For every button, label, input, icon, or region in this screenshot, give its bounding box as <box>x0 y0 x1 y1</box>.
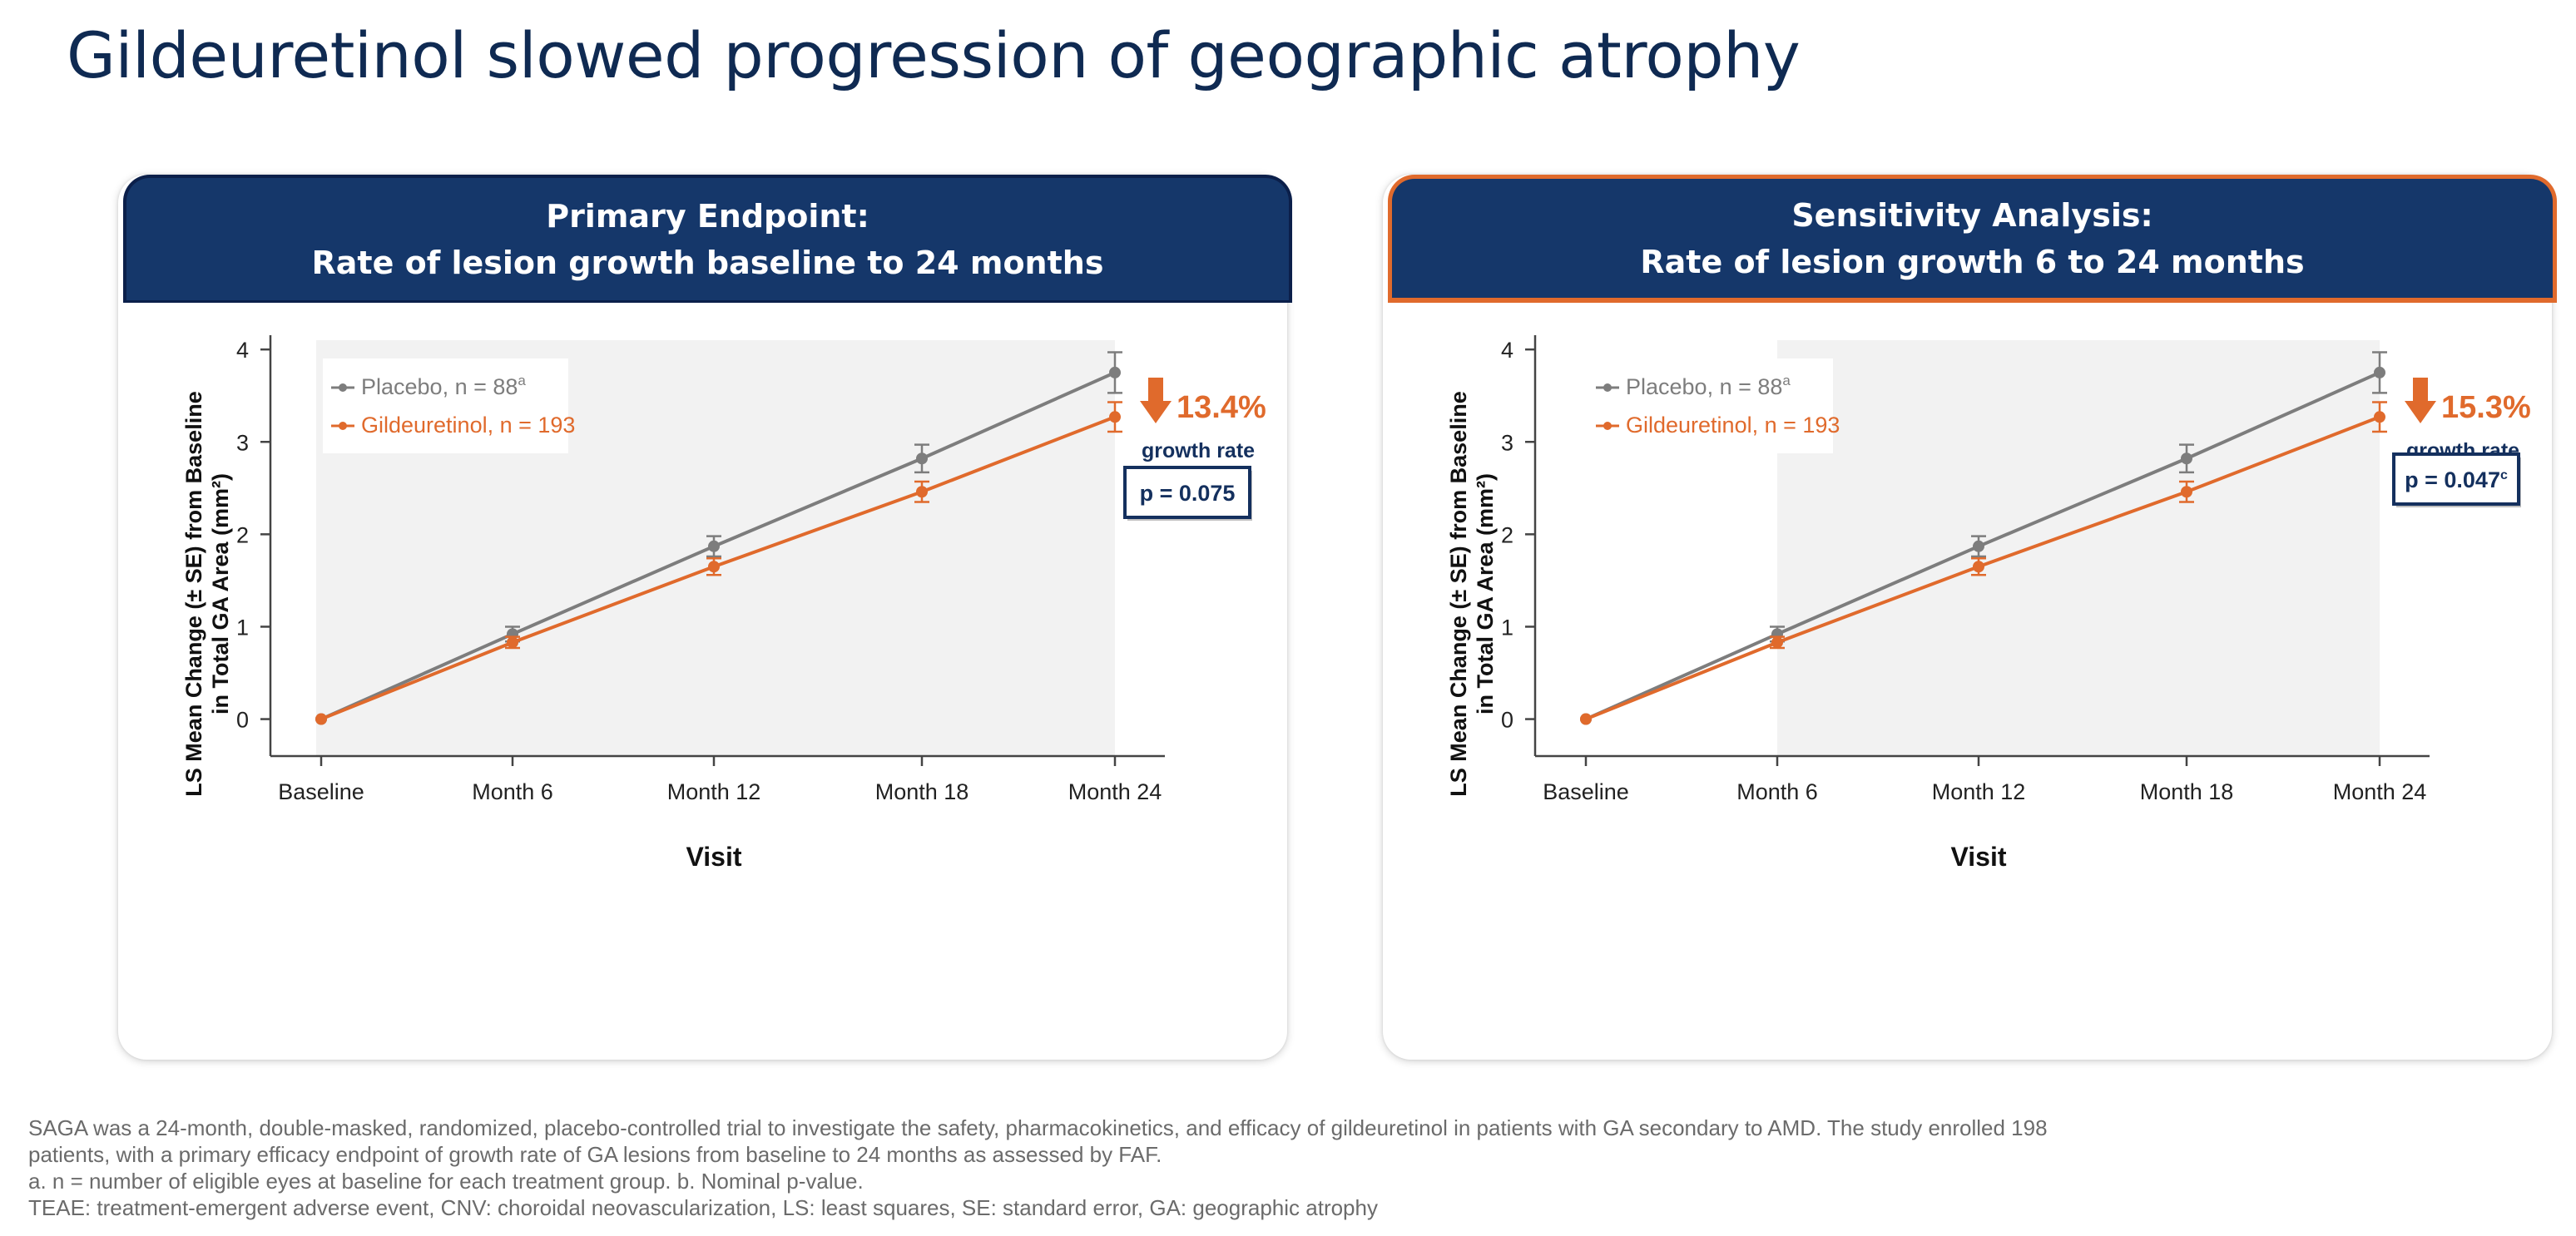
data-point-gildeuretinol <box>2181 486 2192 498</box>
legend-swatch-dot <box>339 422 347 430</box>
down-arrow-icon <box>1140 378 1172 423</box>
primary-endpoint-panel: Primary Endpoint: Rate of lesion growth … <box>118 175 1292 1060</box>
y-tick-label: 1 <box>1501 615 1513 640</box>
sensitivity-analysis-panel: Sensitivity Analysis: Rate of lesion gro… <box>1383 175 2557 1060</box>
data-point-gildeuretinol <box>2374 411 2385 423</box>
legend-series-name: Gildeuretinol <box>361 413 488 438</box>
y-tick-label: 0 <box>1501 708 1513 733</box>
data-point-gildeuretinol <box>708 561 720 573</box>
footnote-line-2: patients, with a primary efficacy endpoi… <box>28 1142 1162 1167</box>
legend-entry-gildeuretinol: Gildeuretinol, n = 193 <box>1626 413 1840 438</box>
x-tick-label: Month 24 <box>2333 779 2427 804</box>
legend-entry-placebo: Placebo, n = 88a <box>361 373 526 399</box>
data-point-placebo <box>916 452 928 465</box>
data-point-placebo <box>2181 452 2192 465</box>
sensitivity-analysis-header: Sensitivity Analysis: Rate of lesion gro… <box>1388 175 2557 303</box>
p-value-box <box>1123 466 1251 519</box>
data-point-gildeuretinol <box>1109 411 1121 423</box>
y-tick-label: 4 <box>236 338 249 363</box>
data-point-placebo <box>1109 366 1121 378</box>
y-axis-title: LS Mean Change (± SE) from Baseline <box>181 391 206 796</box>
primary-endpoint-chart: 0 1 2 3 4 Baseline Month 6 Month 12 Month 18 Mont… <box>181 335 1266 872</box>
p-value-box <box>2392 452 2520 506</box>
y-axis-title-line-2: in Total GA Area (mm²) <box>1473 473 1498 714</box>
x-tick-label: Month 18 <box>2140 779 2234 804</box>
data-point-gildeuretinol <box>1973 561 1984 573</box>
x-tick-label: Month 24 <box>1068 779 1162 804</box>
legend-swatch-dot <box>339 383 347 392</box>
p-value-superscript: c <box>2500 468 2508 482</box>
y-axis-title-line-2: in Total GA Area (mm²) <box>208 473 233 714</box>
legend-n-label: , n = 193 <box>488 413 576 438</box>
header-line-2: Rate of lesion growth baseline to 24 mon… <box>311 244 1104 281</box>
legend-n-label: , n = 88 <box>443 374 518 399</box>
footnote-line-1: SAGA was a 24-month, double-masked, rand… <box>28 1115 2048 1140</box>
p-value: p = 0.047 <box>2405 467 2500 492</box>
legend-series-name: Gildeuretinol <box>1626 413 1752 438</box>
y-tick-label: 2 <box>1501 522 1513 547</box>
legend-series-name: Placebo <box>1626 374 1707 399</box>
data-point-gildeuretinol <box>507 636 518 649</box>
x-tick-label: Baseline <box>278 779 364 804</box>
x-tick-label: Month 18 <box>875 779 969 804</box>
legend-series-name: Placebo <box>361 374 443 399</box>
legend-swatch-dot <box>1603 383 1612 392</box>
footnote-line-4: TEAE: treatment-emergent adverse event, … <box>28 1195 1378 1220</box>
data-point-placebo <box>708 540 720 552</box>
reduction-value: 13.4% <box>1177 390 1266 425</box>
y-axis-title: LS Mean Change (± SE) from Baseline <box>1446 391 1471 796</box>
data-point-placebo <box>1973 540 1984 552</box>
y-tick-label: 3 <box>1501 430 1513 455</box>
x-tick-label: Month 6 <box>472 779 553 804</box>
x-tick-label: Month 12 <box>667 779 761 804</box>
x-tick-label: Month 12 <box>1932 779 2026 804</box>
primary-endpoint-header: Primary Endpoint: Rate of lesion growth … <box>123 175 1292 303</box>
legend-superscript: a <box>1782 373 1791 388</box>
y-tick-label: 3 <box>236 430 249 455</box>
x-axis-title: Visit <box>1951 842 2007 872</box>
sensitivity-analysis-chart: 0 1 2 3 4 Baseline Month 6 Month 12 Month 18 Mont… <box>1446 335 2531 872</box>
data-point-gildeuretinol <box>315 713 327 725</box>
data-point-placebo <box>2374 366 2385 378</box>
reduction-value: 15.3% <box>2441 390 2531 425</box>
header-line-2: Rate of lesion growth 6 to 24 months <box>1640 243 2305 280</box>
header-line-1: Primary Endpoint: <box>546 197 869 235</box>
x-tick-label: Baseline <box>1543 779 1629 804</box>
legend-n-label: , n = 193 <box>1752 413 1840 438</box>
y-tick-label: 0 <box>236 708 249 733</box>
p-value: p = 0.075 <box>1140 481 1236 506</box>
legend-box <box>323 358 568 453</box>
slide-title: Gildeuretinol slowed progression of geog… <box>67 18 1801 92</box>
legend-superscript: a <box>518 373 526 388</box>
y-tick-label: 2 <box>236 522 249 547</box>
x-tick-label: Month 6 <box>1736 779 1818 804</box>
y-tick-label: 1 <box>236 615 249 640</box>
data-point-gildeuretinol <box>1580 713 1592 725</box>
data-point-gildeuretinol <box>916 486 928 498</box>
data-point-gildeuretinol <box>1771 636 1783 649</box>
legend-n-label: , n = 88 <box>1707 374 1783 399</box>
p-value-text: p = 0.075 <box>1140 481 1236 506</box>
header-line-1: Sensitivity Analysis: <box>1791 196 2153 234</box>
footnote-line-3: a. n = number of eligible eyes at baseli… <box>28 1169 864 1194</box>
legend-entry-placebo: Placebo, n = 88a <box>1626 373 1791 399</box>
x-axis-title: Visit <box>686 842 742 872</box>
legend-entry-gildeuretinol: Gildeuretinol, n = 193 <box>361 413 575 438</box>
p-value-text: p = 0.047c <box>2405 467 2508 492</box>
reduction-label-line-1: growth rate <box>1142 439 1255 462</box>
down-arrow-icon <box>2405 378 2436 423</box>
legend-swatch-dot <box>1603 422 1612 430</box>
legend-box <box>1588 358 1833 453</box>
footnote: SAGA was a 24-month, double-masked, rand… <box>28 1115 2508 1221</box>
plot-shaded-area <box>1777 340 2380 756</box>
y-tick-label: 4 <box>1501 338 1513 363</box>
